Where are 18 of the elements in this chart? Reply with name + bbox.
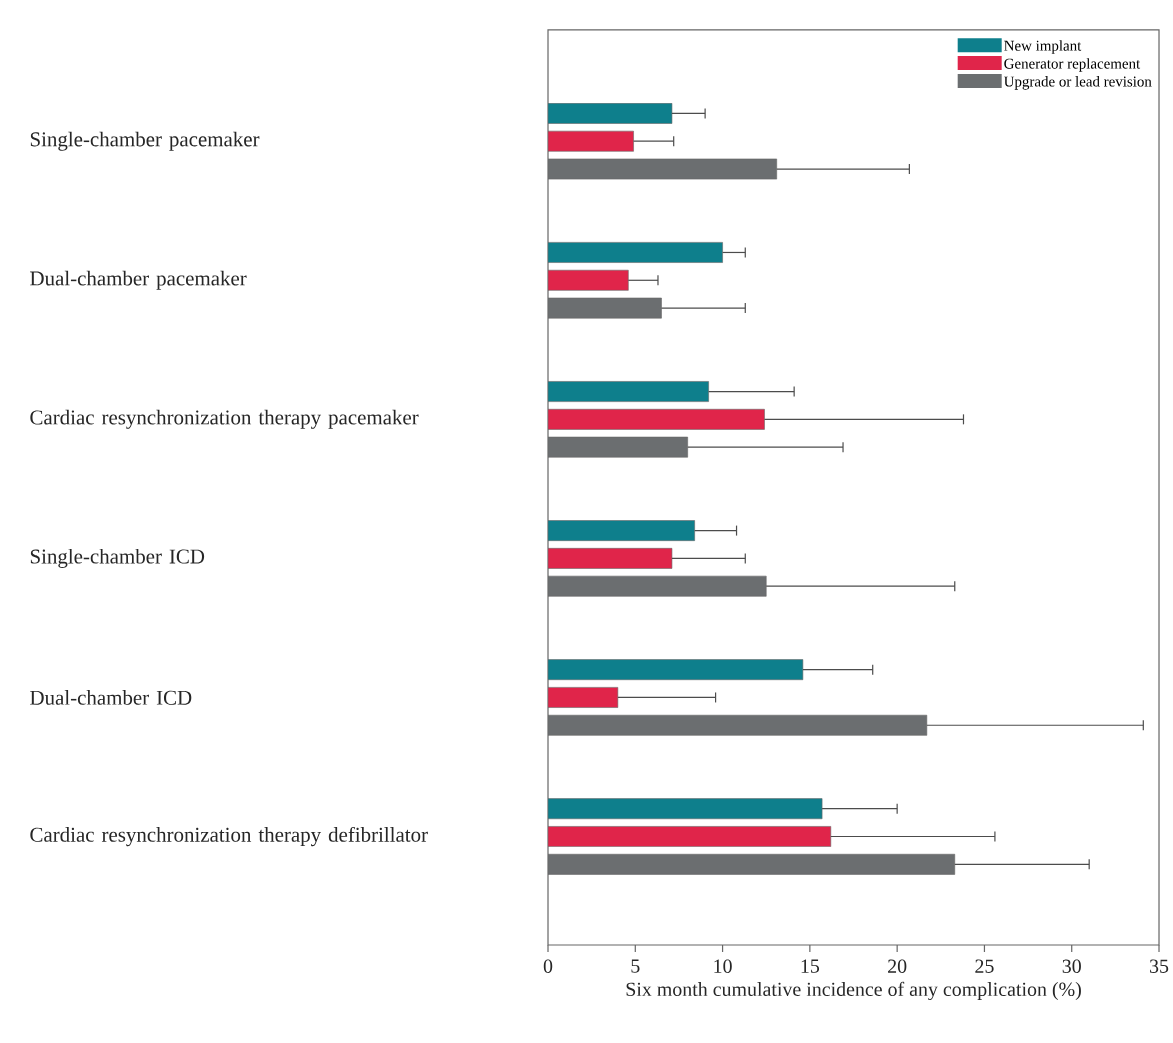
y-tick-label: Single-chamber pacemaker: [30, 131, 260, 151]
y-tick-label: Dual-chamber pacemaker: [30, 270, 247, 290]
x-tick-label: 20: [888, 959, 907, 973]
y-tick-label: Dual-chamber ICD: [30, 690, 192, 705]
x-tick-label: 30: [1062, 959, 1081, 973]
x-tick-label: 25: [975, 959, 994, 973]
x-tick-label: 15: [801, 959, 820, 973]
x-tick-label: 35: [1150, 959, 1169, 973]
x-tick-label: 10: [714, 959, 732, 973]
legend-label: Upgrade or lead revision: [1004, 76, 1152, 90]
y-tick-label: Cardiac resynchronization therapy defibrillator: [30, 826, 428, 847]
x-tick-label: 0: [543, 959, 553, 973]
x-axis-title: Six month cumulative incidence of any complication (%): [626, 981, 1081, 1001]
x-tick-label: 5: [631, 959, 640, 973]
y-tick-label: Cardiac resynchronization therapy pacemaker: [30, 409, 419, 429]
legend-label: Generator replacement: [1004, 58, 1141, 72]
y-tick-label: Single-chamber ICD: [30, 548, 205, 568]
legend-label: New implant: [1004, 40, 1082, 54]
